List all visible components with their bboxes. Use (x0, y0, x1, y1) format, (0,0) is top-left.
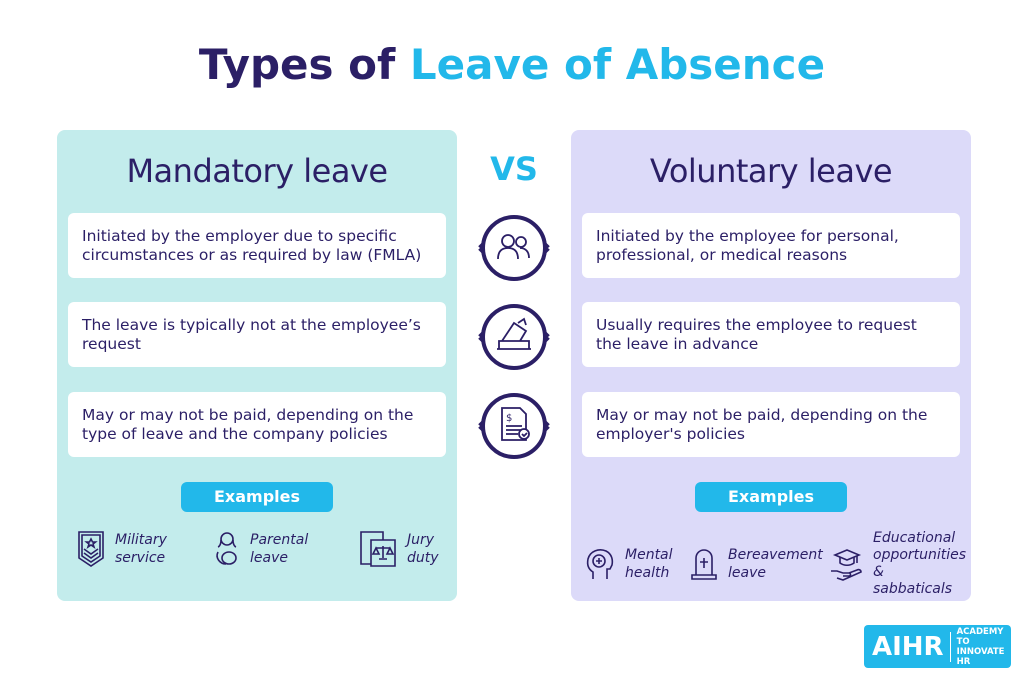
mandatory-leave-panel: Mandatory leave Initiated by the employe… (57, 130, 457, 601)
voluntary-point: Initiated by the employee for personal, … (582, 213, 960, 278)
mandatory-point: Initiated by the employer due to specifi… (68, 213, 446, 278)
tombstone-icon (691, 549, 717, 580)
ballot-box-icon (478, 304, 550, 370)
voluntary-leave-panel: Voluntary leave Initiated by the employe… (571, 130, 971, 601)
example-parental: Parental leave (214, 530, 320, 568)
military-badge-icon (78, 531, 104, 567)
mandatory-point: The leave is typically not at the employ… (68, 302, 446, 367)
voluntary-heading: Voluntary leave (649, 152, 893, 190)
voluntary-point: Usually requires the employee to request… (582, 302, 960, 367)
mother-baby-icon (216, 532, 237, 565)
svg-text:$: $ (506, 413, 512, 424)
examples-label: Examples (695, 482, 847, 512)
example-educational: Educational opportunities & sabbaticals (829, 530, 966, 598)
example-mental-health: Mental health (585, 530, 673, 598)
mandatory-point: May or may not be paid, depending on the… (68, 392, 446, 457)
aihr-logo: AIHR ACADEMY TO INNOVATE HR (864, 625, 1011, 668)
mandatory-heading: Mandatory leave (126, 152, 388, 190)
jury-scales-icon (360, 531, 396, 567)
example-bereavement: Bereavement leave (690, 530, 823, 598)
mental-health-icon (586, 549, 614, 579)
example-jury: Jury duty (359, 530, 447, 568)
paid-invoice-icon: $ (478, 393, 550, 459)
people-icon (478, 215, 550, 281)
voluntary-point: May or may not be paid, depending on the… (582, 392, 960, 457)
page-title: Types of Leave of Absence (198, 40, 826, 89)
example-military: Military service (77, 530, 175, 568)
graduation-hand-icon (831, 549, 862, 581)
examples-label: Examples (181, 482, 333, 512)
vs-label: VS (490, 150, 538, 188)
